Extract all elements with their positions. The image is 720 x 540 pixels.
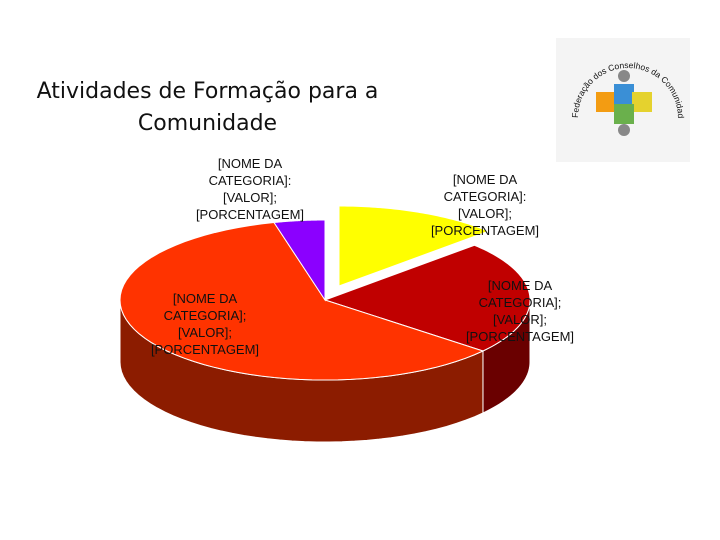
slice [323, 244, 531, 352]
figure-head [618, 70, 630, 82]
data-label-line: [VALOR]; [178, 325, 232, 340]
data-label-line: [PORCENTAGEM] [151, 342, 259, 357]
data-label-line: [VALOR]; [458, 206, 512, 221]
data-label-line: CATEGORIA]; [479, 295, 562, 310]
data-label: [NOME DA CATEGORIA]: [VALOR]; [PORCENTAGEM] [431, 172, 539, 238]
data-label-line: [NOME DA [218, 156, 283, 171]
data-label-line: CATEGORIA]: [444, 189, 527, 204]
data-label-line: [VALOR]; [223, 190, 277, 205]
data-label-line: [NOME DA [453, 172, 518, 187]
data-label-line: [NOME DA [173, 291, 238, 306]
slice [119, 221, 485, 381]
data-label-line: [VALOR]; [493, 312, 547, 327]
slice [273, 219, 326, 302]
data-label: [NOME DA CATEGORIA]; [VALOR]; [PORCENTAGEM] [151, 291, 259, 357]
puzzle-piece [596, 92, 616, 112]
data-label-line: [PORCENTAGEM] [196, 207, 304, 222]
data-label-line: CATEGORIA]: [209, 173, 292, 188]
figure-head [618, 124, 630, 136]
data-label-line: [PORCENTAGEM] [431, 223, 539, 238]
data-label: [NOME DA CATEGORIA]; [VALOR]; [PORCENTAGEM] [466, 278, 574, 344]
puzzle-piece [614, 104, 634, 124]
logo: Federação dos Conselhos da Comunidade do… [0, 0, 690, 162]
slice-tops [119, 205, 531, 381]
puzzle-piece [632, 92, 652, 112]
data-label-line: [PORCENTAGEM] [466, 329, 574, 344]
data-label-line: CATEGORIA]; [164, 308, 247, 323]
data-label-line: [NOME DA [488, 278, 553, 293]
chart-title: Atividades de Formação para a Comunidade [36, 79, 379, 136]
puzzle-piece [614, 84, 634, 104]
data-label: [NOME DA CATEGORIA]: [VALOR]; [PORCENTAGEM] [196, 156, 304, 222]
slice [338, 205, 490, 287]
